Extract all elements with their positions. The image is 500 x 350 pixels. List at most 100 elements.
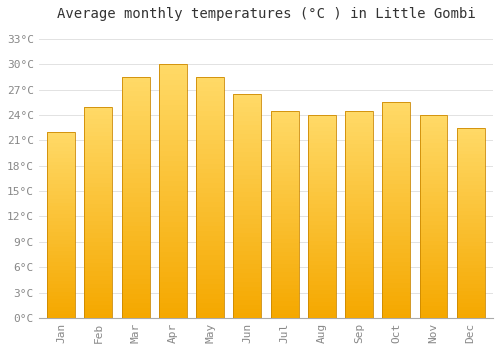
Bar xyxy=(122,149,150,154)
Bar xyxy=(420,241,448,245)
Bar xyxy=(196,246,224,251)
Bar xyxy=(382,258,410,262)
Bar xyxy=(270,148,298,152)
Bar xyxy=(234,116,262,121)
Bar xyxy=(47,270,75,273)
Bar xyxy=(234,251,262,255)
Bar xyxy=(308,196,336,200)
Bar xyxy=(234,134,262,139)
Bar xyxy=(234,219,262,224)
Bar xyxy=(159,222,187,227)
Bar xyxy=(420,220,448,225)
Bar xyxy=(270,289,298,293)
Bar xyxy=(308,233,336,237)
Bar xyxy=(122,169,150,173)
Bar xyxy=(420,245,448,249)
Bar xyxy=(196,169,224,173)
Bar xyxy=(84,238,112,242)
Bar xyxy=(270,169,298,173)
Bar xyxy=(420,298,448,302)
Bar xyxy=(84,170,112,174)
Bar xyxy=(420,115,448,318)
Bar xyxy=(122,212,150,217)
Bar xyxy=(122,116,150,120)
Bar xyxy=(382,184,410,189)
Bar xyxy=(270,119,298,123)
Bar xyxy=(84,284,112,288)
Bar xyxy=(382,236,410,240)
Bar xyxy=(345,186,373,190)
Bar xyxy=(122,87,150,91)
Bar xyxy=(159,140,187,146)
Bar xyxy=(457,299,484,303)
Bar xyxy=(159,176,187,181)
Bar xyxy=(234,103,262,107)
Bar xyxy=(47,240,75,244)
Bar xyxy=(382,253,410,258)
Bar xyxy=(382,240,410,245)
Bar xyxy=(345,276,373,281)
Bar xyxy=(47,184,75,188)
Bar xyxy=(457,177,484,181)
Bar xyxy=(47,214,75,217)
Bar xyxy=(308,147,336,152)
Bar xyxy=(270,247,298,252)
Bar xyxy=(457,287,484,291)
Bar xyxy=(47,132,75,318)
Bar xyxy=(234,94,262,98)
Bar xyxy=(270,115,298,119)
Bar xyxy=(270,144,298,148)
Bar xyxy=(420,196,448,200)
Bar xyxy=(159,90,187,95)
Bar xyxy=(159,150,187,156)
Bar xyxy=(308,119,336,123)
Bar xyxy=(47,277,75,281)
Bar xyxy=(382,292,410,296)
Bar xyxy=(159,79,187,85)
Bar xyxy=(420,269,448,273)
Bar xyxy=(345,140,373,144)
Bar xyxy=(84,157,112,162)
Bar xyxy=(84,111,112,115)
Bar xyxy=(122,130,150,135)
Bar xyxy=(457,238,484,242)
Bar xyxy=(420,257,448,261)
Bar xyxy=(234,148,262,152)
Bar xyxy=(84,166,112,170)
Bar xyxy=(159,232,187,237)
Bar xyxy=(308,135,336,139)
Bar xyxy=(84,229,112,233)
Bar xyxy=(457,295,484,299)
Bar xyxy=(122,231,150,236)
Bar xyxy=(47,154,75,158)
Bar xyxy=(308,160,336,164)
Bar xyxy=(234,107,262,112)
Bar xyxy=(308,257,336,261)
Bar xyxy=(122,145,150,149)
Bar xyxy=(457,139,484,143)
Bar xyxy=(159,186,187,191)
Bar xyxy=(420,310,448,314)
Bar xyxy=(47,225,75,229)
Bar xyxy=(308,286,336,289)
Bar xyxy=(234,139,262,143)
Bar xyxy=(345,132,373,136)
Bar xyxy=(47,143,75,147)
Bar xyxy=(270,306,298,310)
Bar xyxy=(420,156,448,160)
Bar xyxy=(196,106,224,111)
Bar xyxy=(196,303,224,308)
Bar xyxy=(308,265,336,269)
Bar xyxy=(196,183,224,188)
Bar xyxy=(345,161,373,164)
Bar xyxy=(345,268,373,272)
Bar xyxy=(420,289,448,294)
Bar xyxy=(159,115,187,120)
Bar xyxy=(84,145,112,149)
Bar xyxy=(345,281,373,285)
Bar xyxy=(159,69,187,75)
Bar xyxy=(122,251,150,255)
Bar xyxy=(234,210,262,215)
Bar xyxy=(345,198,373,202)
Bar xyxy=(84,254,112,259)
